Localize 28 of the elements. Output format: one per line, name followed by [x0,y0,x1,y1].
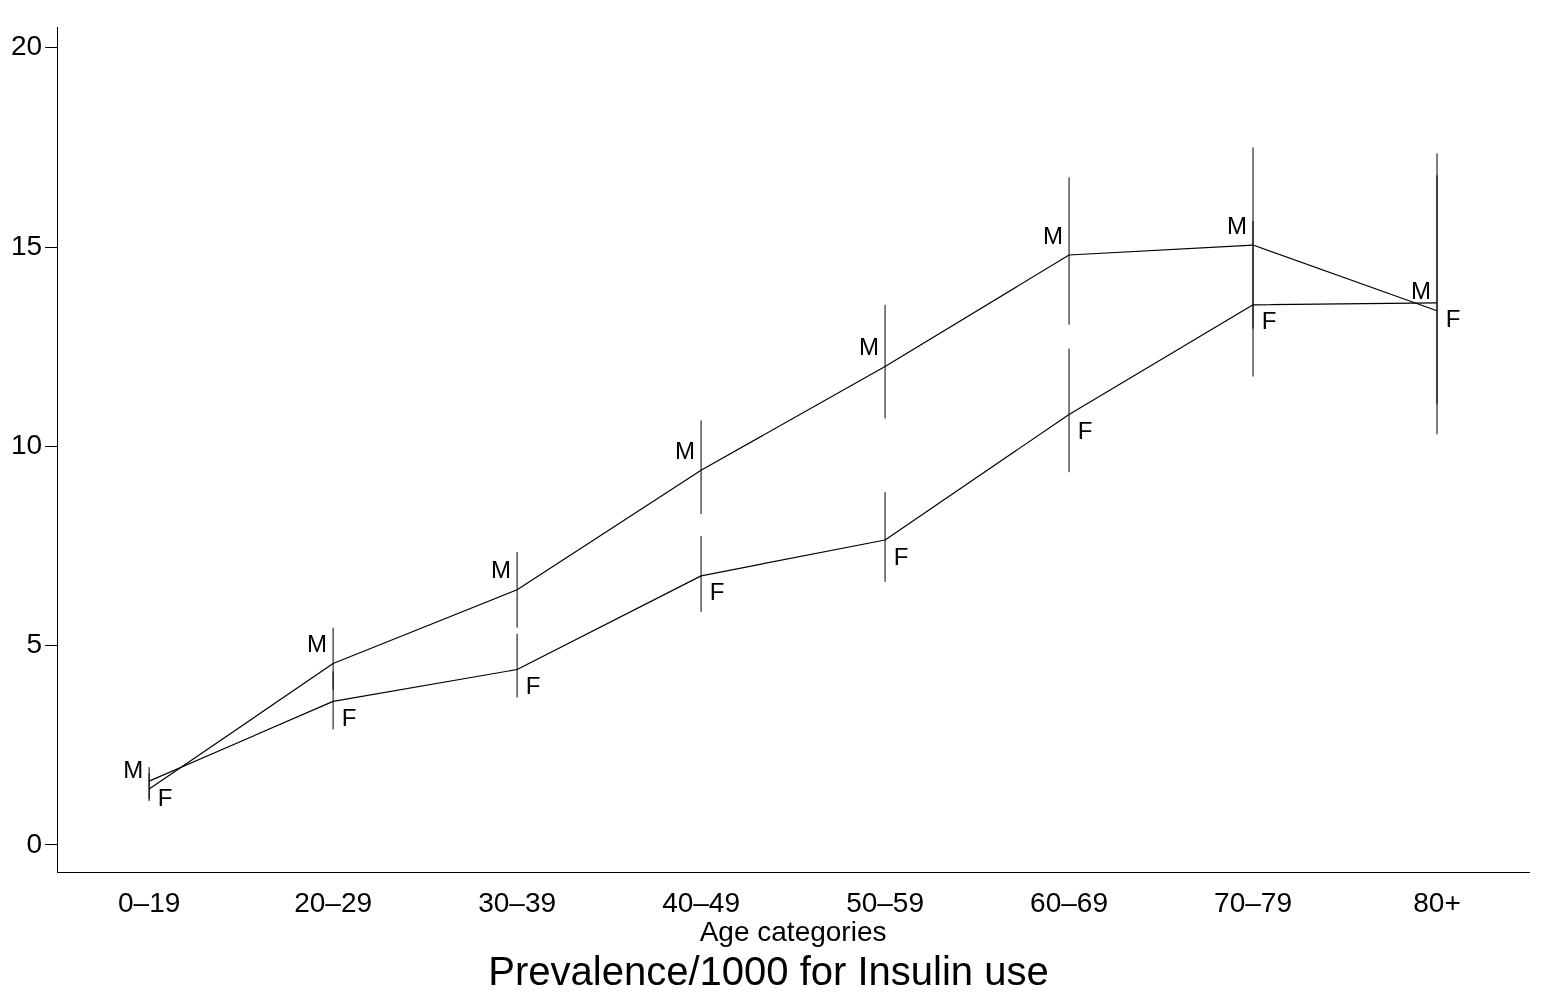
text: F [157,783,173,811]
y-tick-label: 5 [26,628,43,660]
x-tick-label: 60–69 [1030,887,1108,919]
text: Prevalence/1000 for Insulin use [488,949,1049,994]
text: F [893,542,909,570]
text: M [675,436,696,464]
x-tick-label: 20–29 [294,887,373,919]
series-label: M [1411,277,1432,305]
text: M [859,333,880,361]
text: F [341,704,357,732]
text: M [1227,211,1248,239]
text: M [491,556,512,584]
series-label: F [1261,307,1277,335]
x-tick-label: 70–79 [1214,887,1292,919]
text: F [525,672,541,700]
y-tick-label: 15 [10,229,43,261]
text: M [307,630,328,658]
x-tick-label: 80+ [1413,887,1461,919]
y-tick-label: 0 [26,827,43,859]
x-tick-label: 30–39 [478,887,557,919]
text: M [123,755,144,783]
text: M [1043,221,1064,249]
text: F [1077,417,1093,445]
text: F [709,578,725,606]
y-tick-label: 10 [10,429,43,461]
y-tick-label: 20 [10,30,43,62]
text: F [1445,305,1461,333]
x-tick-label: 0–19 [117,887,181,919]
